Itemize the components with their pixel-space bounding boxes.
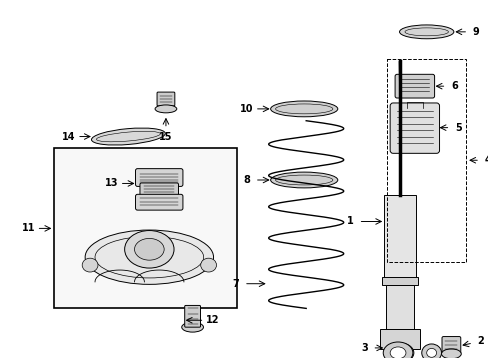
Bar: [54, 148, 237, 309]
Text: 10: 10: [240, 104, 253, 114]
Ellipse shape: [386, 343, 413, 360]
FancyBboxPatch shape: [389, 103, 439, 153]
Text: 5: 5: [454, 123, 461, 132]
Ellipse shape: [134, 238, 164, 260]
Text: 3: 3: [360, 343, 367, 353]
Text: 11: 11: [22, 224, 35, 233]
FancyBboxPatch shape: [157, 92, 175, 106]
Text: 13: 13: [105, 179, 118, 188]
FancyBboxPatch shape: [394, 74, 434, 98]
Ellipse shape: [392, 348, 406, 358]
Bar: [386, 59, 465, 262]
Ellipse shape: [200, 258, 216, 272]
FancyBboxPatch shape: [140, 183, 178, 196]
Ellipse shape: [389, 347, 405, 359]
Ellipse shape: [399, 25, 453, 39]
Text: 2: 2: [476, 336, 483, 346]
Ellipse shape: [383, 342, 412, 360]
Text: 12: 12: [205, 315, 219, 325]
Ellipse shape: [421, 344, 441, 360]
Ellipse shape: [270, 172, 337, 188]
Text: 6: 6: [450, 81, 457, 91]
Ellipse shape: [441, 349, 460, 359]
Text: 15: 15: [159, 131, 172, 141]
Ellipse shape: [182, 322, 203, 332]
Bar: [384, 195, 415, 284]
FancyBboxPatch shape: [184, 305, 200, 327]
FancyBboxPatch shape: [441, 337, 460, 354]
Bar: [380, 329, 419, 349]
Text: 7: 7: [232, 279, 239, 289]
Ellipse shape: [155, 105, 177, 113]
Text: 8: 8: [243, 175, 250, 185]
Ellipse shape: [85, 230, 213, 284]
Ellipse shape: [124, 230, 174, 268]
Bar: [386, 285, 413, 329]
Text: 14: 14: [62, 131, 76, 141]
Ellipse shape: [270, 101, 337, 117]
Text: 1: 1: [346, 216, 353, 226]
FancyBboxPatch shape: [135, 168, 183, 186]
FancyBboxPatch shape: [135, 194, 183, 210]
Ellipse shape: [91, 128, 165, 145]
Ellipse shape: [82, 258, 98, 272]
Bar: [382, 277, 417, 285]
Text: 9: 9: [472, 27, 478, 37]
Ellipse shape: [426, 348, 436, 357]
Text: 4: 4: [484, 155, 488, 165]
